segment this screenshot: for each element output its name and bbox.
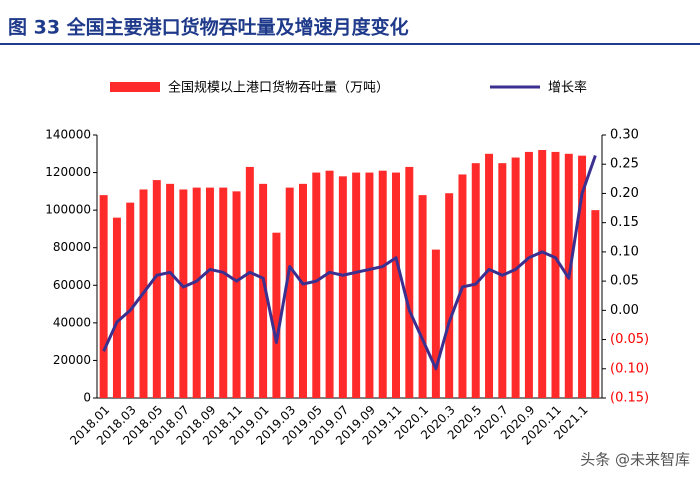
bar (352, 172, 361, 398)
bar (405, 166, 414, 398)
y2-tick-label: (0.10) (610, 361, 649, 376)
bar (578, 155, 587, 398)
y2-tick-label: 0.25 (610, 157, 639, 172)
bar (378, 170, 387, 398)
bar (272, 232, 281, 398)
bar (232, 191, 241, 398)
bar (392, 172, 400, 398)
y2-tick-label: (0.15) (610, 391, 649, 406)
bar (471, 163, 480, 398)
bar (524, 151, 533, 398)
bar (591, 210, 600, 398)
legend-label: 增长率 (548, 80, 587, 96)
bar (179, 189, 188, 398)
y-tick-label: 60000 (53, 278, 91, 292)
bar (166, 183, 175, 398)
y2-tick-label: 0.15 (610, 215, 639, 230)
y2-tick-label: 0.30 (610, 128, 639, 143)
chart-title: 图 33 全国主要港口货物吞吐量及增速月度变化 (8, 16, 409, 39)
bar (418, 195, 427, 398)
bar (126, 202, 135, 398)
bar (219, 187, 228, 398)
y-tick-label: 0 (83, 391, 91, 405)
y-tick-label: 80000 (53, 240, 91, 254)
y-tick-label: 40000 (53, 315, 91, 329)
bar (245, 166, 254, 398)
bar (445, 193, 454, 398)
bar (511, 157, 520, 398)
y2-tick-label: (0.05) (610, 332, 649, 347)
y2-tick-label: 0.05 (610, 274, 639, 289)
bar (312, 172, 321, 398)
bar (259, 183, 268, 398)
legend-swatch (110, 82, 160, 92)
bar (485, 153, 494, 398)
bar (498, 163, 507, 398)
y2-tick-label: 0.20 (610, 186, 639, 201)
y-tick-label: 140000 (45, 128, 91, 142)
legend-label: 全国规模以上港口货物吞吐量（万吨） (168, 80, 389, 96)
bar (205, 187, 214, 398)
bar (338, 176, 347, 398)
bar (285, 187, 294, 398)
y2-tick-label: 0.00 (610, 303, 639, 318)
bar (152, 180, 161, 398)
y-tick-label: 20000 (53, 353, 91, 367)
y-tick-label: 100000 (45, 203, 91, 217)
bar (551, 151, 560, 398)
bar (192, 187, 201, 398)
line (102, 154, 597, 371)
bar (325, 170, 334, 398)
bar (431, 249, 440, 398)
watermark: 头条 @未来智库 (580, 451, 690, 469)
bar (299, 183, 307, 398)
bar (99, 195, 108, 398)
y2-tick-label: 0.10 (610, 244, 639, 259)
y-tick-label: 120000 (45, 165, 91, 179)
bar (112, 217, 121, 398)
bar (365, 172, 374, 398)
bar (538, 150, 547, 398)
